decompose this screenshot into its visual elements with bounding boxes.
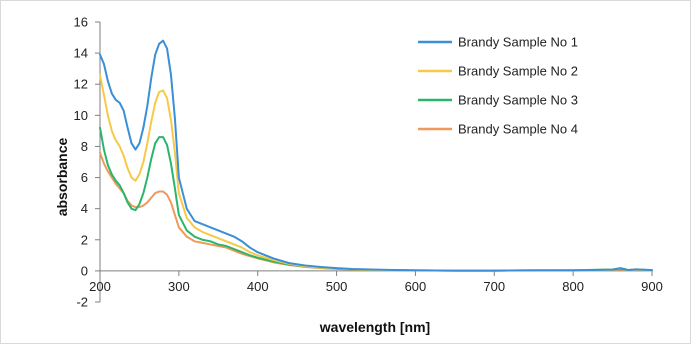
x-tick-label: 600	[405, 279, 427, 294]
y-tick-label: 6	[81, 170, 88, 185]
x-tick-label: 500	[326, 279, 348, 294]
legend-item-4: Brandy Sample No 4	[418, 122, 578, 137]
y-tick-label: 12	[74, 77, 88, 92]
x-axis-ticks: 200 300 400 500 600 700 800 900	[89, 270, 663, 294]
x-axis-title: wavelength [nm]	[319, 319, 430, 335]
legend-item-3: Brandy Sample No 3	[418, 93, 578, 108]
legend-item-1: Brandy Sample No 1	[418, 35, 578, 50]
series-lines	[99, 39, 653, 272]
legend-label: Brandy Sample No 2	[458, 64, 578, 79]
legend-label: Brandy Sample No 3	[458, 93, 578, 108]
x-tick-label: 700	[483, 279, 505, 294]
y-tick-label: 14	[74, 46, 88, 61]
y-tick-label: -2	[76, 295, 88, 310]
y-axis-ticks: -2 0 2 4 6 8 10 12 14 16	[74, 15, 100, 310]
x-tick-label: 400	[247, 279, 269, 294]
x-tick-label: 200	[89, 279, 111, 294]
y-tick-label: 2	[81, 232, 88, 247]
y-tick-label: 16	[74, 15, 88, 30]
y-tick-label: 8	[81, 139, 88, 154]
x-tick-label: 800	[562, 279, 584, 294]
y-axis-title: absorbance	[54, 137, 70, 216]
y-tick-label: 10	[74, 108, 88, 123]
x-tick-label: 300	[168, 279, 190, 294]
series-line-1	[99, 39, 653, 272]
x-tick-label: 900	[641, 279, 663, 294]
legend-label: Brandy Sample No 4	[458, 122, 578, 137]
y-tick-label: 0	[81, 263, 88, 278]
legend: Brandy Sample No 1 Brandy Sample No 2 Bran…	[418, 35, 578, 137]
legend-item-2: Brandy Sample No 2	[418, 64, 578, 79]
y-tick-label: 4	[81, 201, 88, 216]
legend-label: Brandy Sample No 1	[458, 35, 578, 50]
